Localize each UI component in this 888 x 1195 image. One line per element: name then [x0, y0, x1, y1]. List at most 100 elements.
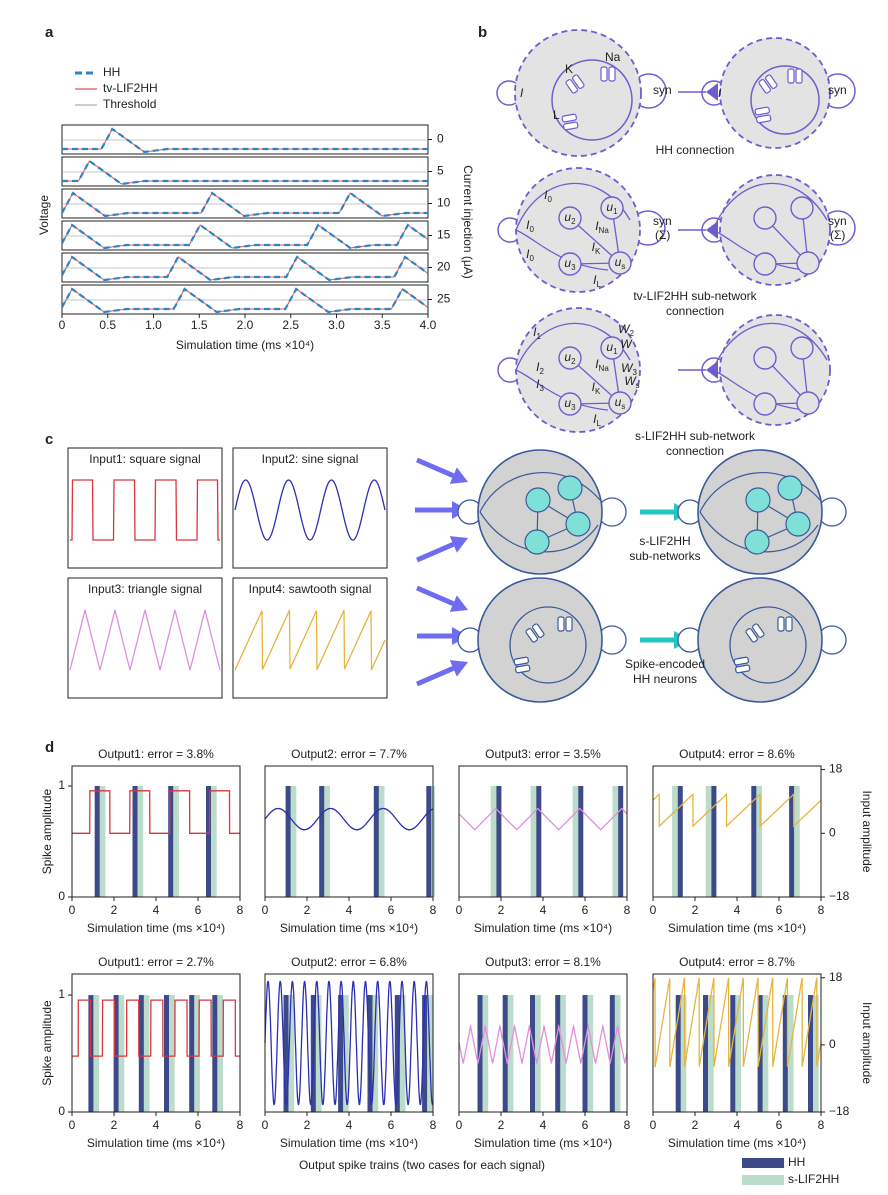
label-base: W: [620, 337, 633, 351]
channel-part: [600, 66, 608, 82]
input-wave: [69, 609, 221, 671]
label-base: I: [593, 412, 597, 426]
plot-title: Output1: error = 3.8%: [98, 747, 214, 761]
math-label: I2: [536, 360, 544, 376]
hh-spike: [808, 995, 813, 1112]
hh-spike: [367, 995, 373, 1112]
x-tick-label: 2: [692, 903, 699, 917]
label-sub: 2: [571, 217, 576, 226]
hh-curve: [62, 127, 428, 154]
network-label: Spike-encoded: [625, 657, 705, 671]
net-node: [558, 346, 582, 370]
syn-label: syn: [828, 83, 847, 97]
channel-part: [777, 616, 785, 632]
x-tick-label: 4: [734, 903, 741, 917]
input-wave: [234, 609, 386, 671]
math-label: u2: [564, 210, 576, 226]
x-tick-label: 0: [456, 903, 463, 917]
net-node: [600, 336, 624, 360]
label-base: W: [624, 374, 637, 388]
x-tick-label: 0: [456, 1118, 463, 1132]
hh-spike: [496, 785, 502, 897]
input-curve: [458, 807, 628, 831]
label-base: u: [564, 256, 571, 270]
x-tick-label: 2: [498, 1118, 505, 1132]
channel-label: K: [565, 62, 573, 76]
hh-spike: [677, 785, 683, 897]
x-tick-label: 0: [650, 1118, 657, 1132]
net-node: [753, 206, 777, 230]
label-base: I: [592, 240, 596, 254]
math-label: IL: [593, 412, 601, 428]
channel-part: [787, 68, 795, 84]
y2-tick-label: 0: [829, 1037, 836, 1051]
s-lif2hh-spike: [557, 995, 566, 1112]
ion-channel: [777, 616, 793, 632]
input-title: Input2: sine signal: [262, 452, 359, 466]
legend-label: HH: [103, 65, 120, 79]
plot-title: Output4: error = 8.7%: [679, 955, 795, 969]
math-label: IL: [593, 273, 601, 289]
current-label: 15: [437, 228, 451, 242]
plot-title: Output2: error = 6.8%: [291, 955, 407, 969]
network-label: s-LIF2HH: [639, 534, 690, 548]
hh-spike: [132, 785, 138, 897]
current-label: 20: [437, 260, 451, 274]
math-label: I0: [544, 188, 552, 204]
ion-channel: [733, 656, 751, 674]
hh-spike: [422, 995, 428, 1112]
syn-label: (Σ): [830, 228, 845, 242]
s-lif2hh-spike: [116, 995, 125, 1112]
hh-spike: [703, 995, 708, 1112]
hh-curve: [62, 159, 428, 186]
x-axis-label: Simulation time (ms ×10⁴): [87, 1136, 225, 1150]
ion-channel: [513, 656, 531, 674]
math-label: u1: [606, 200, 618, 216]
x-tick-label: 2.0: [237, 318, 254, 332]
math-label: W2: [618, 322, 634, 338]
x-tick-label: 0.5: [99, 318, 116, 332]
channel-part: [565, 79, 579, 94]
label-base: I: [533, 325, 537, 339]
label-base: u: [615, 255, 622, 269]
net-node: [785, 511, 811, 537]
membrane: [750, 65, 820, 135]
network-label: sub-networks: [629, 549, 700, 563]
y-tick-label: 0: [58, 1104, 65, 1118]
input-curve: [652, 792, 822, 828]
hh-spike: [189, 995, 195, 1112]
x-axis-label: Simulation time (ms ×10⁴): [668, 1136, 806, 1150]
x-tick-label: 8: [237, 903, 244, 917]
ion-channel: [758, 74, 778, 94]
input-box: [67, 577, 223, 699]
hh-spike: [426, 785, 432, 897]
x-tick-label: 6: [195, 1118, 202, 1132]
channel-part: [754, 106, 771, 116]
input-curve: [458, 1023, 628, 1064]
tv-lif2hh-curve: [61, 224, 429, 249]
math-label: IK: [592, 240, 601, 256]
channel-part: [608, 66, 616, 82]
x-tick-label: 2.5: [282, 318, 299, 332]
net-node: [557, 475, 583, 501]
channel-part: [513, 656, 530, 666]
x-tick-label: 2: [111, 1118, 118, 1132]
channel-part: [758, 79, 772, 94]
x-tick-label: 4.0: [420, 318, 437, 332]
net-node: [777, 475, 803, 501]
hh-spike: [578, 785, 584, 897]
label-sub: 1: [613, 207, 618, 216]
ion-channel: [557, 616, 573, 632]
label-base: I: [593, 273, 597, 287]
net-arc: [712, 182, 828, 231]
ion-channel: [754, 106, 772, 124]
x-tick-label: 6: [776, 903, 783, 917]
net-node: [744, 529, 770, 555]
net-node: [753, 346, 777, 370]
label-sub: 0: [547, 195, 552, 204]
synapse-head: [706, 83, 718, 101]
membrane: [551, 59, 633, 141]
hh-spike: [338, 995, 344, 1112]
label-sub: K: [595, 247, 601, 256]
channel-part: [525, 628, 539, 643]
